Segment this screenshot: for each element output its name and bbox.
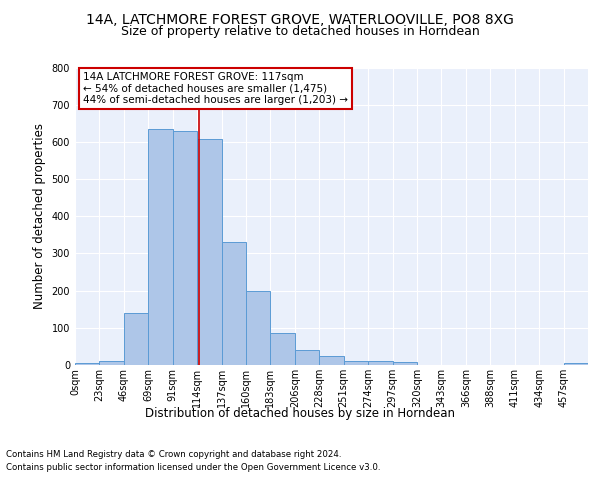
Text: Contains public sector information licensed under the Open Government Licence v3: Contains public sector information licen… [6, 462, 380, 471]
Text: 14A LATCHMORE FOREST GROVE: 117sqm
← 54% of detached houses are smaller (1,475)
: 14A LATCHMORE FOREST GROVE: 117sqm ← 54%… [83, 72, 347, 105]
Bar [173, 130, 197, 365]
Bar [563, 363, 588, 365]
Text: Size of property relative to detached houses in Horndean: Size of property relative to detached ho… [121, 25, 479, 38]
Bar [368, 360, 392, 365]
Bar [100, 362, 124, 365]
Bar [75, 363, 100, 365]
Bar [319, 356, 344, 365]
Bar [148, 129, 173, 365]
Bar [344, 360, 368, 365]
Bar [246, 290, 271, 365]
Bar [295, 350, 319, 365]
Bar [271, 334, 295, 365]
Y-axis label: Number of detached properties: Number of detached properties [33, 123, 46, 309]
Text: Contains HM Land Registry data © Crown copyright and database right 2024.: Contains HM Land Registry data © Crown c… [6, 450, 341, 459]
Bar [197, 139, 221, 365]
Text: 14A, LATCHMORE FOREST GROVE, WATERLOOVILLE, PO8 8XG: 14A, LATCHMORE FOREST GROVE, WATERLOOVIL… [86, 12, 514, 26]
Bar [221, 242, 246, 365]
Text: Distribution of detached houses by size in Horndean: Distribution of detached houses by size … [145, 408, 455, 420]
Bar [124, 313, 148, 365]
Bar [392, 362, 417, 365]
